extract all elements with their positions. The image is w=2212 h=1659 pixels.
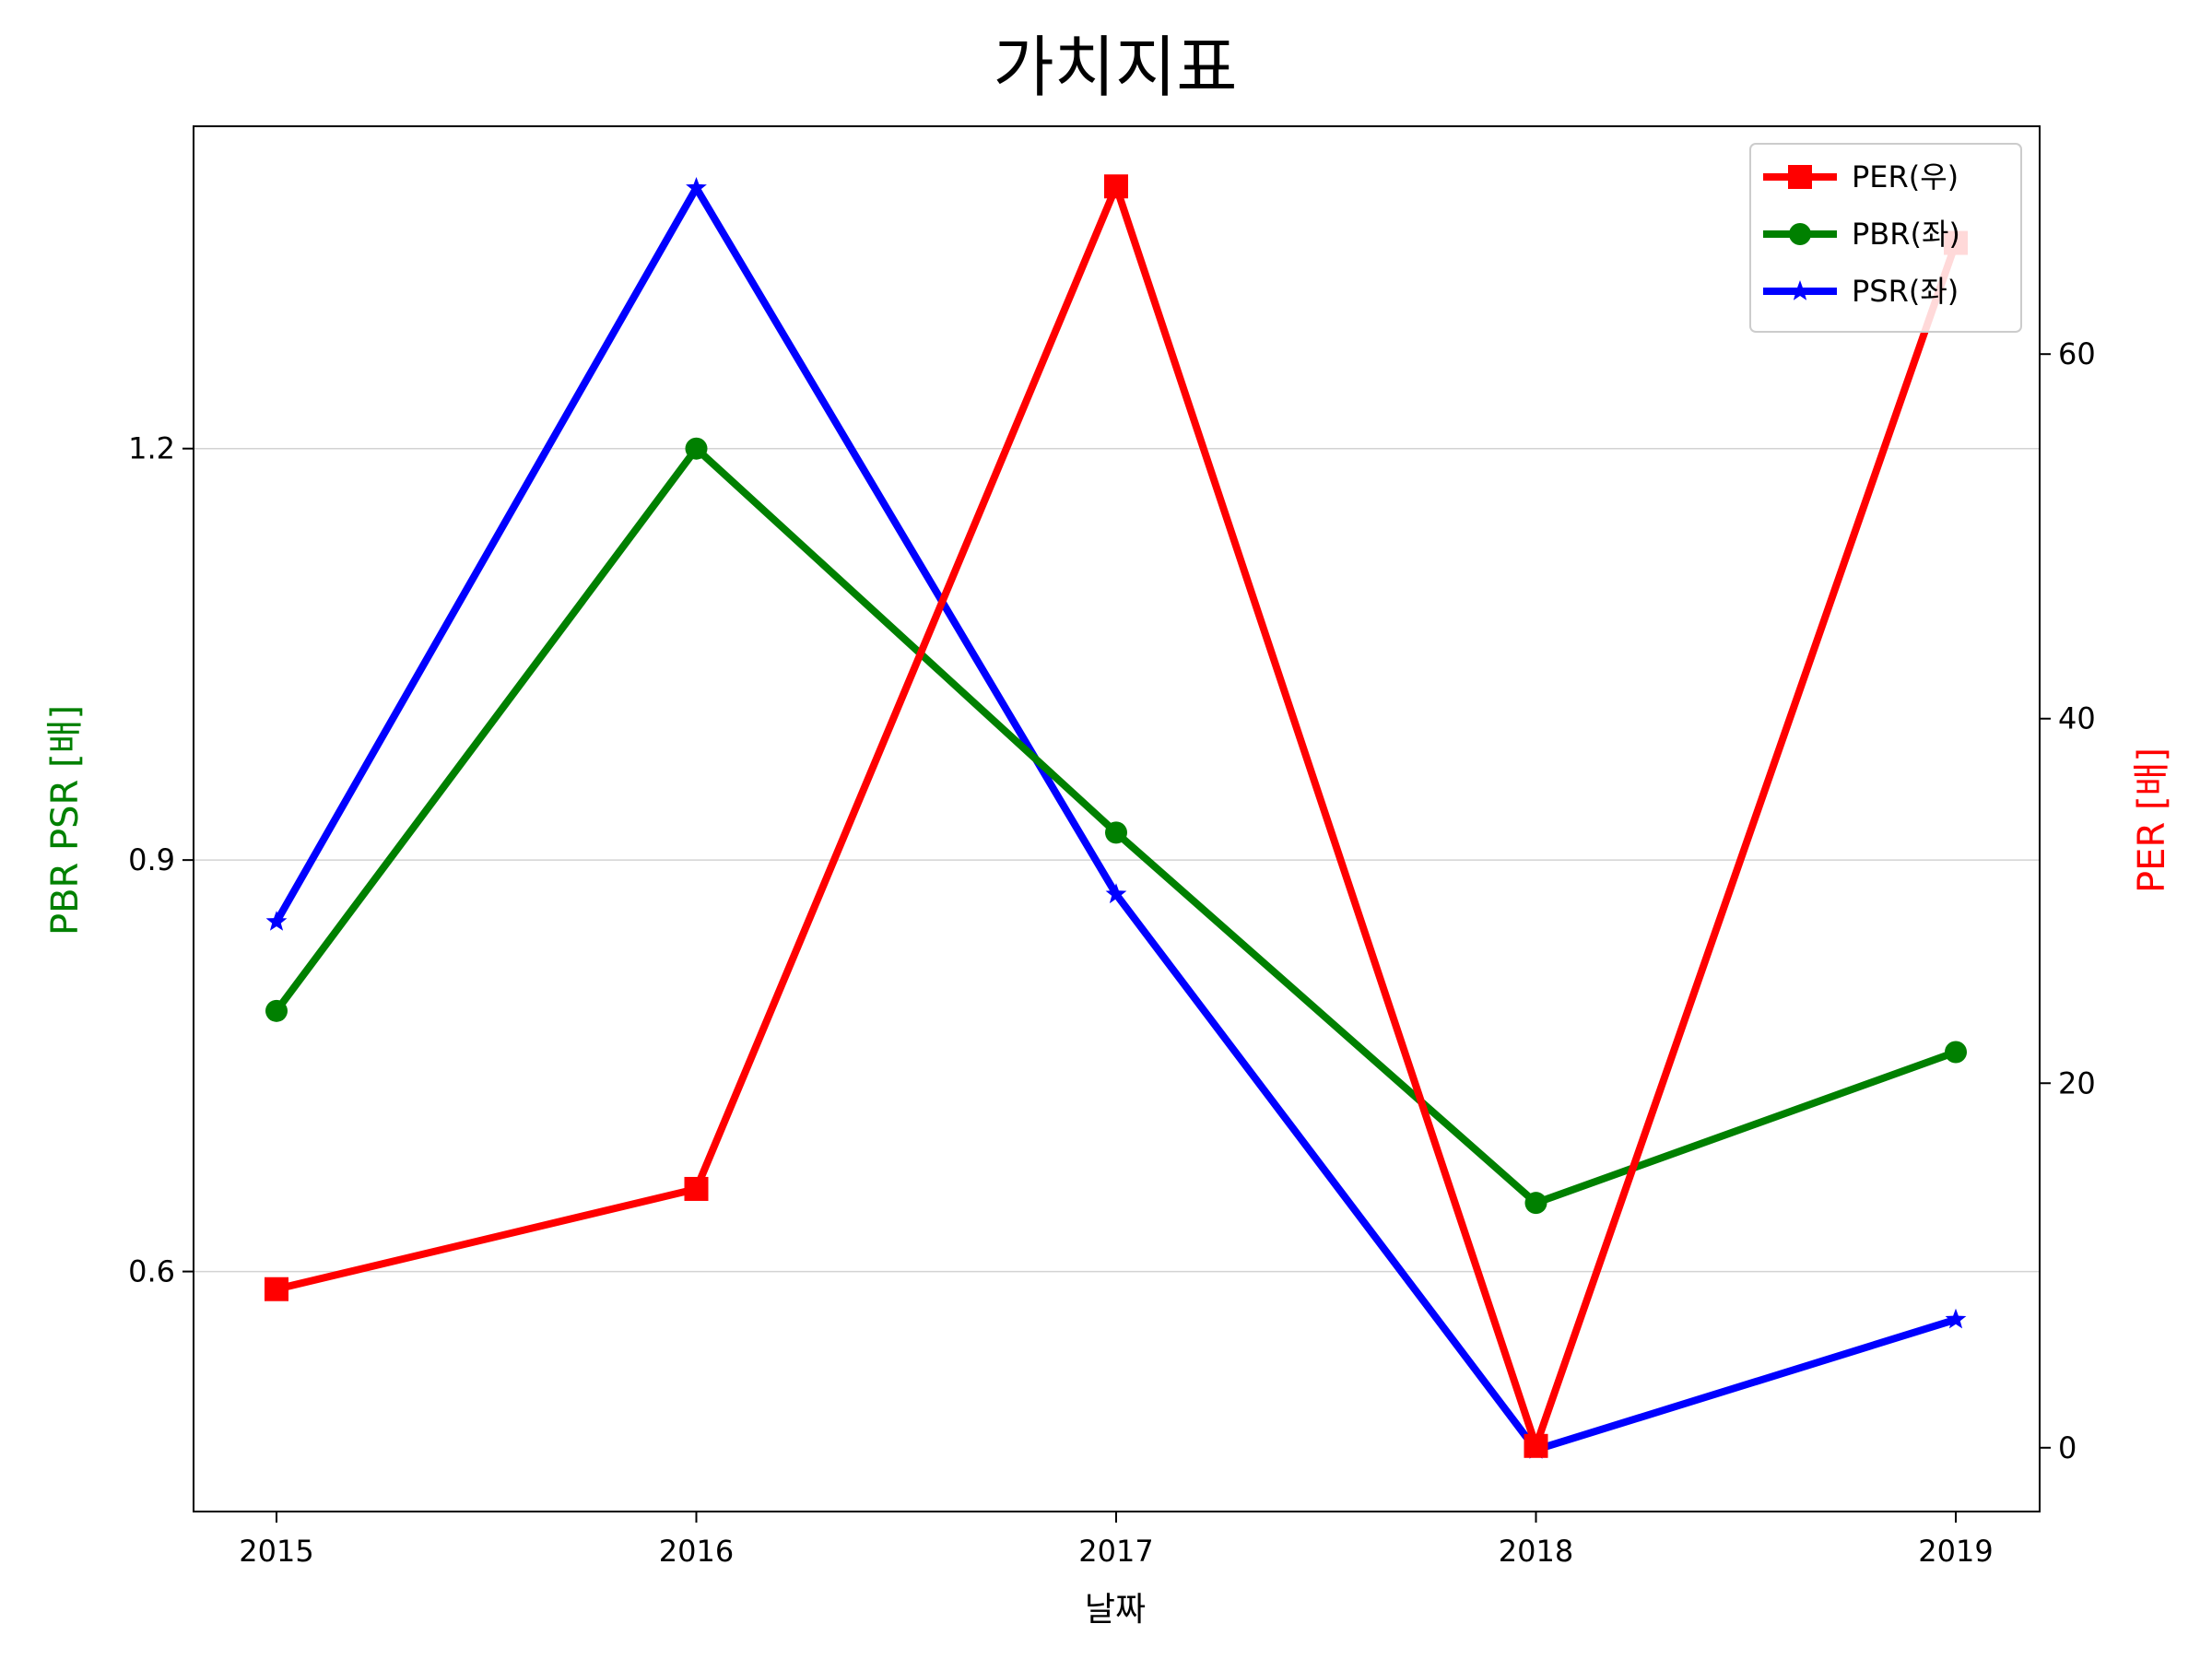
y-right-tick-label: 60 (2058, 336, 2096, 371)
plot-frame (193, 125, 2041, 1512)
grid-lines (194, 447, 2040, 1273)
legend: PER(우) PBR(좌) PSR(좌) (1749, 143, 2022, 333)
series-0 (265, 174, 1968, 1458)
legend-marker (1788, 165, 1812, 189)
data-point (265, 999, 288, 1022)
data-point (1945, 1308, 1967, 1329)
y-axis-right: 0 20 40 60 (2040, 336, 2096, 1465)
x-tick-label: 2018 (1499, 1534, 1573, 1569)
x-axis-label: 날짜 (1085, 1591, 1146, 1629)
legend-label: PBR(좌) (1852, 217, 1960, 252)
data-point (685, 437, 708, 460)
data-point (1104, 174, 1128, 199)
data-point (1524, 1192, 1547, 1215)
data-point (1105, 821, 1127, 844)
x-tick-label: 2015 (239, 1534, 313, 1569)
y-right-tick-label: 40 (2058, 701, 2096, 736)
data-point (684, 1176, 709, 1201)
legend-box (1749, 143, 2022, 333)
y-left-tick-label: 0.9 (128, 842, 175, 877)
x-tick-label: 2019 (1918, 1534, 1993, 1569)
legend-marker (1789, 280, 1811, 300)
series-line (276, 175, 1959, 1458)
y-axis-left-label: PBR PSR [배] (44, 705, 87, 935)
x-tick-label: 2016 (659, 1534, 734, 1569)
data-point (1105, 883, 1127, 904)
y-right-tick-label: 20 (2058, 1065, 2096, 1100)
chart-title: 가치지표 (994, 29, 1238, 106)
legend-item: PBR(좌) (1763, 217, 1960, 252)
data-point (1945, 1041, 1967, 1064)
series-line (273, 181, 1958, 1454)
legend-label: PER(우) (1852, 159, 1959, 194)
series-2 (265, 177, 1967, 1459)
legend-item: PER(우) (1763, 159, 1959, 194)
y-right-tick-label: 0 (2058, 1430, 2077, 1465)
series-1 (265, 437, 1967, 1215)
x-tick-label: 2017 (1078, 1534, 1153, 1569)
data-point (265, 911, 288, 931)
y-axis-right-label: PER [배] (2131, 747, 2173, 893)
data-point (265, 1277, 288, 1301)
data-point (1524, 1433, 1548, 1458)
y-left-tick-label: 0.6 (128, 1254, 175, 1289)
series-layer (265, 174, 1968, 1459)
legend-marker (1789, 223, 1811, 245)
legend-item: PSR(좌) (1763, 274, 1959, 309)
data-point (686, 177, 707, 197)
y-left-tick-label: 1.2 (128, 431, 175, 466)
y-axis-left: 0.6 0.9 1.2 (128, 431, 194, 1289)
x-axis: 2015 2016 2017 2018 2019 (239, 1512, 1994, 1569)
legend-label: PSR(좌) (1852, 274, 1959, 309)
